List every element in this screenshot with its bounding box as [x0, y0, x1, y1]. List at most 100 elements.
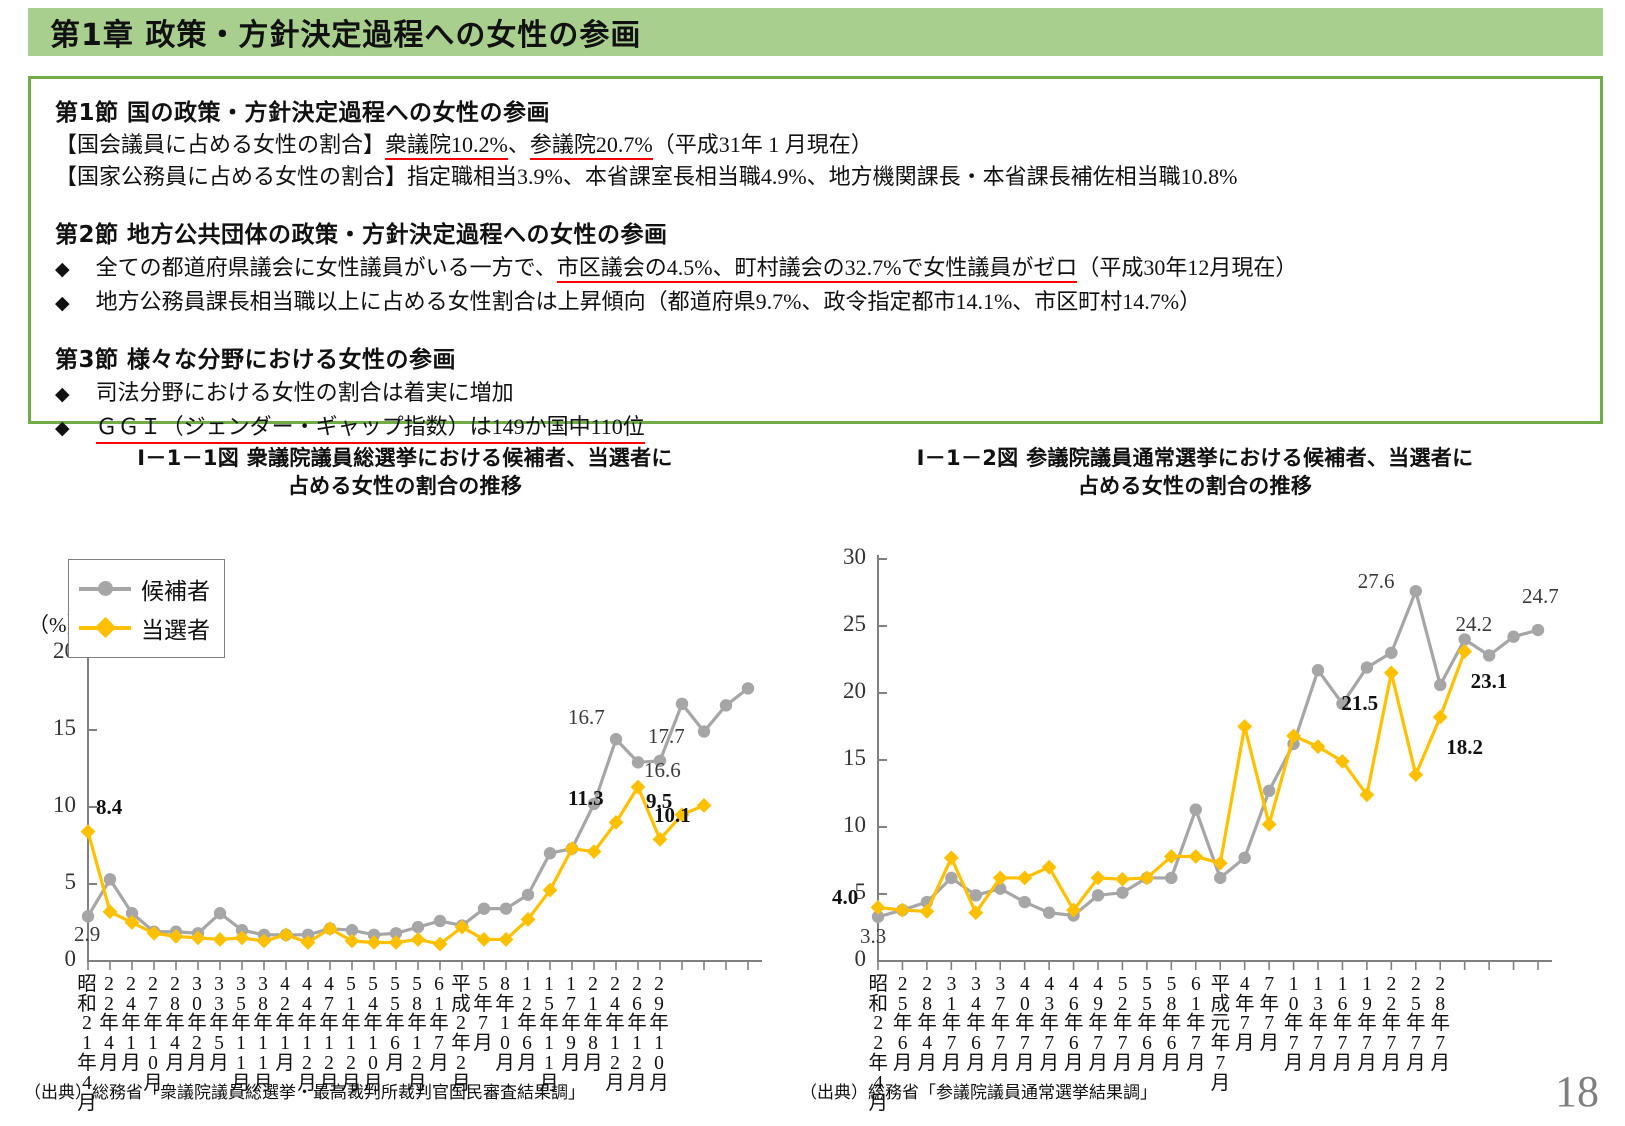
x-axis-label-char: 年 — [583, 1013, 603, 1035]
diamond-bullet-icon: ◆ — [55, 291, 70, 314]
x-axis-label-char: 2 — [522, 993, 532, 1015]
x-axis-label-char: 年 — [605, 1013, 625, 1035]
x-axis-label-char: 月 — [341, 1073, 361, 1095]
x-axis-label-char: 元 — [1210, 1013, 1231, 1035]
x-axis-label-char: 1 — [1288, 973, 1299, 995]
data-point-marker — [969, 888, 982, 902]
x-axis-label-char: 月 — [165, 1053, 185, 1075]
x-axis-label-char: 3 — [192, 973, 202, 995]
data-point-marker — [1262, 784, 1276, 797]
x-axis-label-char: 3 — [946, 973, 957, 995]
figure-1-2-plot: 0 5 10 15 20 25 30 4.0 3.3 27.6 24.2 24.7 21.5 18.2 23… — [800, 501, 1590, 1114]
x-axis-label-char: 年 — [385, 1013, 405, 1035]
x-axis-label-char: 7 — [995, 993, 1006, 1015]
chapter-title: 第1章 政策・方針決定過程への女性の参画 — [50, 18, 642, 53]
x-axis-label-char: 4 — [302, 973, 312, 995]
x-axis-label-char: 5 — [478, 973, 488, 995]
x-axis-label-char: 8 — [1435, 993, 1446, 1015]
data-point-marker — [675, 697, 689, 710]
data-point-marker — [1311, 663, 1325, 677]
x-axis-label-char: 年 — [990, 1013, 1011, 1035]
x-axis-label-char: 2 — [280, 993, 290, 1015]
x-axis-label-char: 年 — [941, 1013, 962, 1035]
data-point-label: 24.7 — [1522, 583, 1559, 608]
x-axis-label-char: 1 — [544, 1053, 554, 1075]
data-point-marker — [992, 870, 1008, 886]
y-axis-tick-mark — [878, 624, 887, 627]
x-axis-label-char: 年 — [209, 1013, 229, 1035]
x-axis-label-char: 年 — [319, 1013, 339, 1035]
x-axis-label-char: 年 — [1259, 993, 1279, 1015]
x-axis-label-char: 年 — [473, 993, 493, 1015]
data-point-marker — [256, 933, 272, 949]
x-axis-label-char: 年 — [1088, 1013, 1108, 1035]
data-point-marker — [968, 905, 984, 920]
data-point-label: 11.3 — [568, 786, 604, 811]
x-axis-label-char: 3 — [214, 993, 224, 1015]
section2-bullet1-text: 全ての都道府県議会に女性議員がいる一方で、市区議会の4.5%、町村議会の32.7… — [96, 254, 1297, 284]
x-axis-label-char: 7 — [1019, 1033, 1030, 1055]
x-axis-label-char: 年 — [1186, 1013, 1206, 1035]
section1-line1: 【国会議員に占める女性の割合】衆議院10.2%、参議院20.7%（平成31年 1… — [55, 130, 1586, 160]
data-point-marker — [235, 923, 249, 937]
data-point-marker — [1385, 646, 1398, 659]
x-axis-label-char: 4 — [1019, 973, 1030, 995]
legend-item-elected[interactable]: 当選者 — [79, 611, 210, 645]
section3-bullet-1: ◆ 司法分野における女性の割合は着実に増加 — [55, 379, 1586, 408]
x-axis-label-char: 4 — [82, 1073, 92, 1095]
figure-1-1: Ⅰ－1－1図 衆議院議員総選挙における候補者、当選者に 占める女性の割合の推移 … — [10, 436, 800, 1126]
x-axis-label-char: 月 — [253, 1073, 273, 1095]
data-point-marker — [1238, 851, 1251, 864]
x-axis-label-char: 月 — [297, 1073, 317, 1095]
data-point-marker — [521, 888, 535, 901]
x-axis-label-char: 月 — [539, 1073, 559, 1095]
x-axis-label-char: 1 — [368, 1033, 378, 1055]
x-axis-label-char: 0 — [192, 993, 202, 1015]
legend-item-candidate[interactable]: 候補者 — [79, 572, 210, 606]
y-axis-tick-mark — [878, 825, 887, 828]
chart-canvas — [870, 554, 1552, 970]
data-point-marker — [697, 725, 711, 738]
x-axis-label-char: 1 — [522, 973, 532, 995]
y-axis-tick-mark — [878, 691, 887, 694]
x-axis-label-char: 0 — [148, 1053, 158, 1075]
data-point-marker — [477, 902, 491, 915]
data-point-marker — [345, 923, 359, 937]
x-axis-label-char: 4 — [922, 1033, 932, 1055]
x-axis-label-char: 年 — [868, 1053, 888, 1075]
x-axis-label-char: 月 — [143, 1073, 163, 1095]
x-axis-label-char: 2 — [1117, 993, 1128, 1015]
x-axis-label-char: 7 — [1362, 1033, 1372, 1055]
data-point-marker — [146, 925, 162, 941]
x-axis-label-char: 年 — [99, 1013, 119, 1035]
figure-1-2-title: Ⅰ－1－2図 参議院議員通常選挙における候補者、当選者に 占める女性の割合の推移 — [800, 436, 1590, 501]
chapter-header-bar: 第1章 政策・方針決定過程への女性の参画 — [28, 8, 1603, 56]
x-axis-label-char: 7 — [995, 1033, 1006, 1055]
section1-underline-shugiin: 衆議院10.2% — [385, 132, 508, 160]
y-axis-tick-label: 10 — [843, 811, 866, 837]
x-axis-label-char: 年 — [77, 1053, 97, 1075]
x-axis-label-char: 1 — [610, 1033, 620, 1055]
section1-line1-mid: 、 — [507, 132, 530, 157]
x-axis-label-char: 月 — [1186, 1053, 1206, 1075]
data-point-marker — [125, 906, 139, 920]
x-axis-label-char: 5 — [1166, 973, 1177, 995]
x-axis-label-char: 月 — [1430, 1053, 1451, 1075]
y-axis-tick-label: 0 — [854, 945, 867, 971]
x-axis-label-char: 月 — [892, 1053, 913, 1075]
x-axis-label-char: 年 — [231, 1013, 251, 1035]
x-axis-label-char: 2 — [1435, 973, 1446, 995]
